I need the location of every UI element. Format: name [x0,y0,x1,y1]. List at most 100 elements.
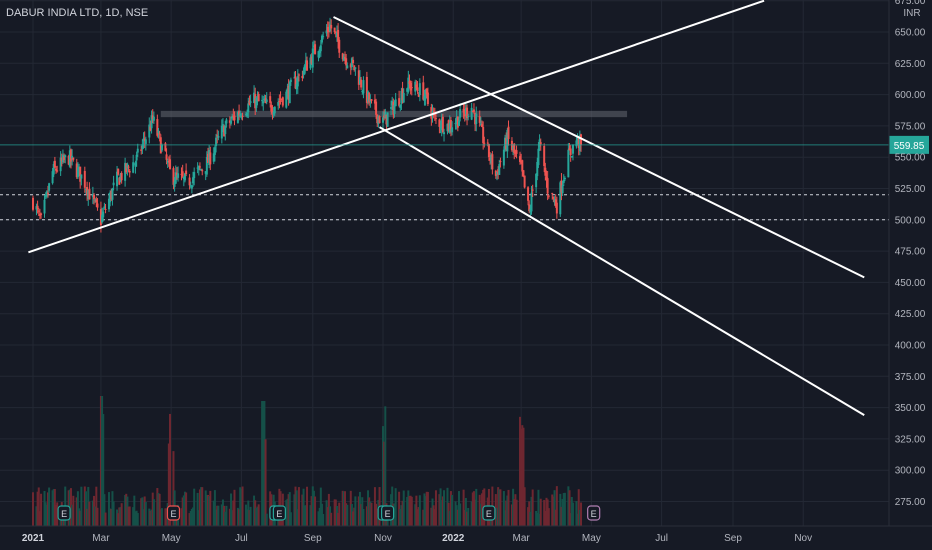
volume-bar [87,486,90,526]
volume-bar [236,507,239,526]
y-tick-label: 425.00 [895,309,926,320]
volume-bar [426,491,429,526]
volume-bar [383,441,386,526]
volume-bar [53,489,56,526]
volume-bar [398,491,401,526]
candle-body [318,49,321,54]
earnings-marker[interactable]: E [587,505,601,521]
candle-body [416,87,419,92]
candle-body [401,88,404,101]
volume-bar [309,505,312,526]
earnings-marker[interactable]: E [272,505,286,521]
candle-body [325,30,328,34]
candle-body [43,199,46,214]
candle-body [529,208,532,213]
x-tick-label: Sep [724,533,742,544]
candle-body [151,115,154,120]
candle-body [88,188,91,200]
candle-body [539,142,542,145]
candle-body [215,137,218,146]
volume-bar [296,509,299,526]
candle-body [362,80,365,94]
candle-body [345,58,348,66]
candle-body [319,45,322,52]
y-tick-label: 375.00 [895,372,926,383]
candle-body [481,124,484,127]
volume-bar [254,500,257,526]
candle-body [79,166,82,182]
earnings-marker[interactable]: E [482,505,496,521]
candle-body [296,76,299,87]
volume-bar [212,500,215,526]
y-tick-label: 325.00 [895,434,926,445]
trendline [379,126,865,416]
candle-body [451,127,454,133]
volume-bar [376,508,379,526]
candle-body [40,213,43,215]
candle-body [71,155,74,159]
volume-bar [335,505,338,526]
volume-bar [367,490,370,526]
candle-body [502,149,505,166]
volume-bar [530,496,533,526]
candle-body [504,137,507,151]
volume-bar [246,509,249,526]
candle-body [578,135,581,151]
volume-bar [562,493,565,526]
candle-body [158,133,161,135]
candle-body [410,87,413,89]
candle-body [112,182,115,186]
candle-body [38,214,41,216]
volume-bar [193,488,196,526]
volume-bar [83,486,86,526]
y-tick-label: 550.00 [895,153,926,164]
candle-body [394,99,397,107]
volume-bar [304,505,307,526]
candle-body [333,27,336,32]
candle-body [140,149,143,151]
volume-bar [551,494,554,526]
volume-bar [118,507,121,526]
candle-body [72,157,75,160]
candle-body [128,170,131,173]
earnings-marker[interactable]: E [381,505,395,521]
volume-bar [570,497,573,526]
volume-bar [320,503,323,526]
volume-bar [148,508,151,526]
volume-bar [474,499,477,526]
candle-body [271,111,274,114]
candle-body [310,56,313,64]
candle-body [301,75,304,79]
candle-body [538,139,541,147]
volume-bar [415,495,418,526]
volume-bar [144,502,147,526]
candle-body [424,89,427,100]
volume-bar [543,500,546,526]
volume-bar [575,501,578,526]
volume-bar [288,492,291,526]
volume-bar [111,491,114,526]
volume-bar [400,505,403,526]
candle-body [102,211,105,218]
volume-bar [295,490,298,526]
chart-title[interactable]: DABUR INDIA LTD, 1D, NSE [6,7,149,19]
candle-body [94,199,97,201]
candle-body [440,118,443,131]
candle-body [499,161,502,163]
candle-body [530,192,533,212]
candle-body [294,76,297,89]
volume-bar [455,505,458,526]
candle-body [537,148,540,166]
candle-body [406,88,409,92]
volume-bar [337,512,340,526]
candle-body [233,115,236,121]
candle-body [423,95,426,101]
volume-bar [164,508,167,526]
candle-body [262,101,265,104]
earnings-marker[interactable]: E [166,505,181,521]
candle-body [408,81,411,84]
volume-bar [439,488,442,526]
earnings-marker[interactable]: E [57,505,71,521]
candle-body [464,107,467,114]
